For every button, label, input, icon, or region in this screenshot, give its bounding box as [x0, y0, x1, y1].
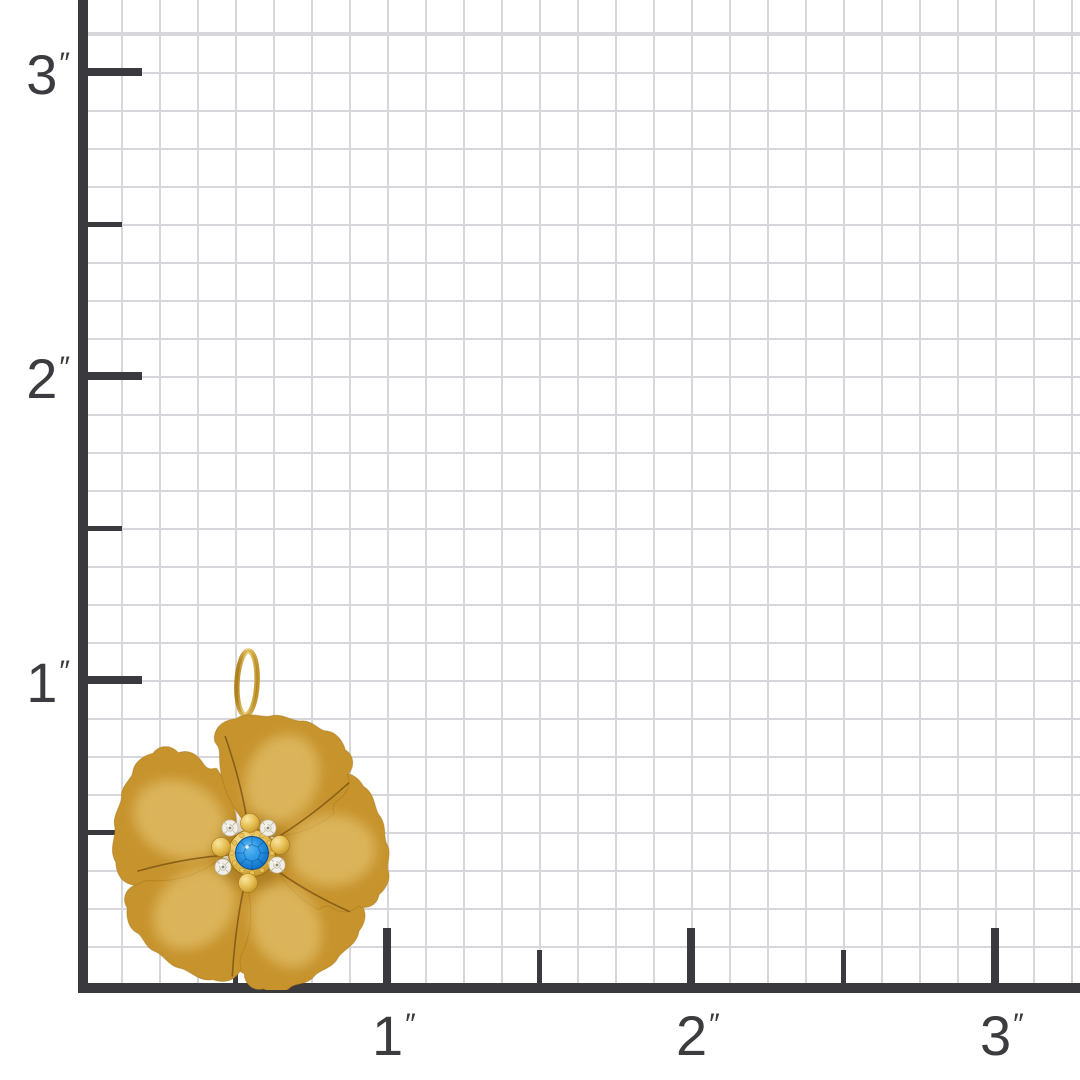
tick-y-3in — [88, 68, 142, 76]
diamond-accent — [214, 858, 232, 876]
bail-wire — [234, 648, 260, 718]
gold-bead — [240, 813, 260, 833]
gold-bead — [238, 873, 258, 893]
tick-x-3in — [991, 928, 999, 983]
inch-mark: ″ — [59, 351, 70, 384]
petal-highlights — [133, 734, 376, 968]
pendant-photo — [100, 648, 392, 990]
tick-y-1-5in — [88, 526, 122, 531]
diamond-accent — [221, 819, 239, 837]
tick-y-1in — [88, 676, 142, 684]
inch-mark: ″ — [405, 1008, 416, 1041]
gold-beads — [211, 813, 290, 893]
tick-y-2in — [88, 372, 142, 380]
gold-bead — [211, 837, 231, 857]
tick-x-2-5in — [841, 950, 846, 983]
tick-x-1-5in — [537, 950, 542, 983]
inch-mark: ″ — [59, 47, 70, 80]
blue-gemstone — [235, 836, 269, 870]
y-axis-label-1: 1″ — [26, 651, 70, 714]
tick-x-2in — [687, 928, 695, 983]
inch-mark: ″ — [59, 655, 70, 688]
x-axis-label-2: 2″ — [676, 1004, 720, 1067]
y-axis-label-3: 3″ — [26, 43, 70, 106]
tick-y-2-5in — [88, 222, 122, 227]
tick-x-1in — [383, 928, 391, 983]
y-axis-label-2: 2″ — [26, 347, 70, 410]
ruler-horizontal-bar — [78, 983, 1080, 993]
x-axis-label-3: 3″ — [980, 1004, 1024, 1067]
inch-mark: ″ — [1013, 1008, 1024, 1041]
diamond-accent — [268, 856, 286, 874]
ruler-vertical-bar — [78, 0, 88, 993]
x-axis-label-1: 1″ — [372, 1004, 416, 1067]
center-cluster — [211, 813, 290, 893]
diamond-accents — [214, 819, 286, 876]
gold-bead — [270, 835, 290, 855]
inch-mark: ″ — [709, 1008, 720, 1041]
tick-y-0-5in — [88, 830, 122, 835]
diamond-accent — [259, 819, 277, 837]
